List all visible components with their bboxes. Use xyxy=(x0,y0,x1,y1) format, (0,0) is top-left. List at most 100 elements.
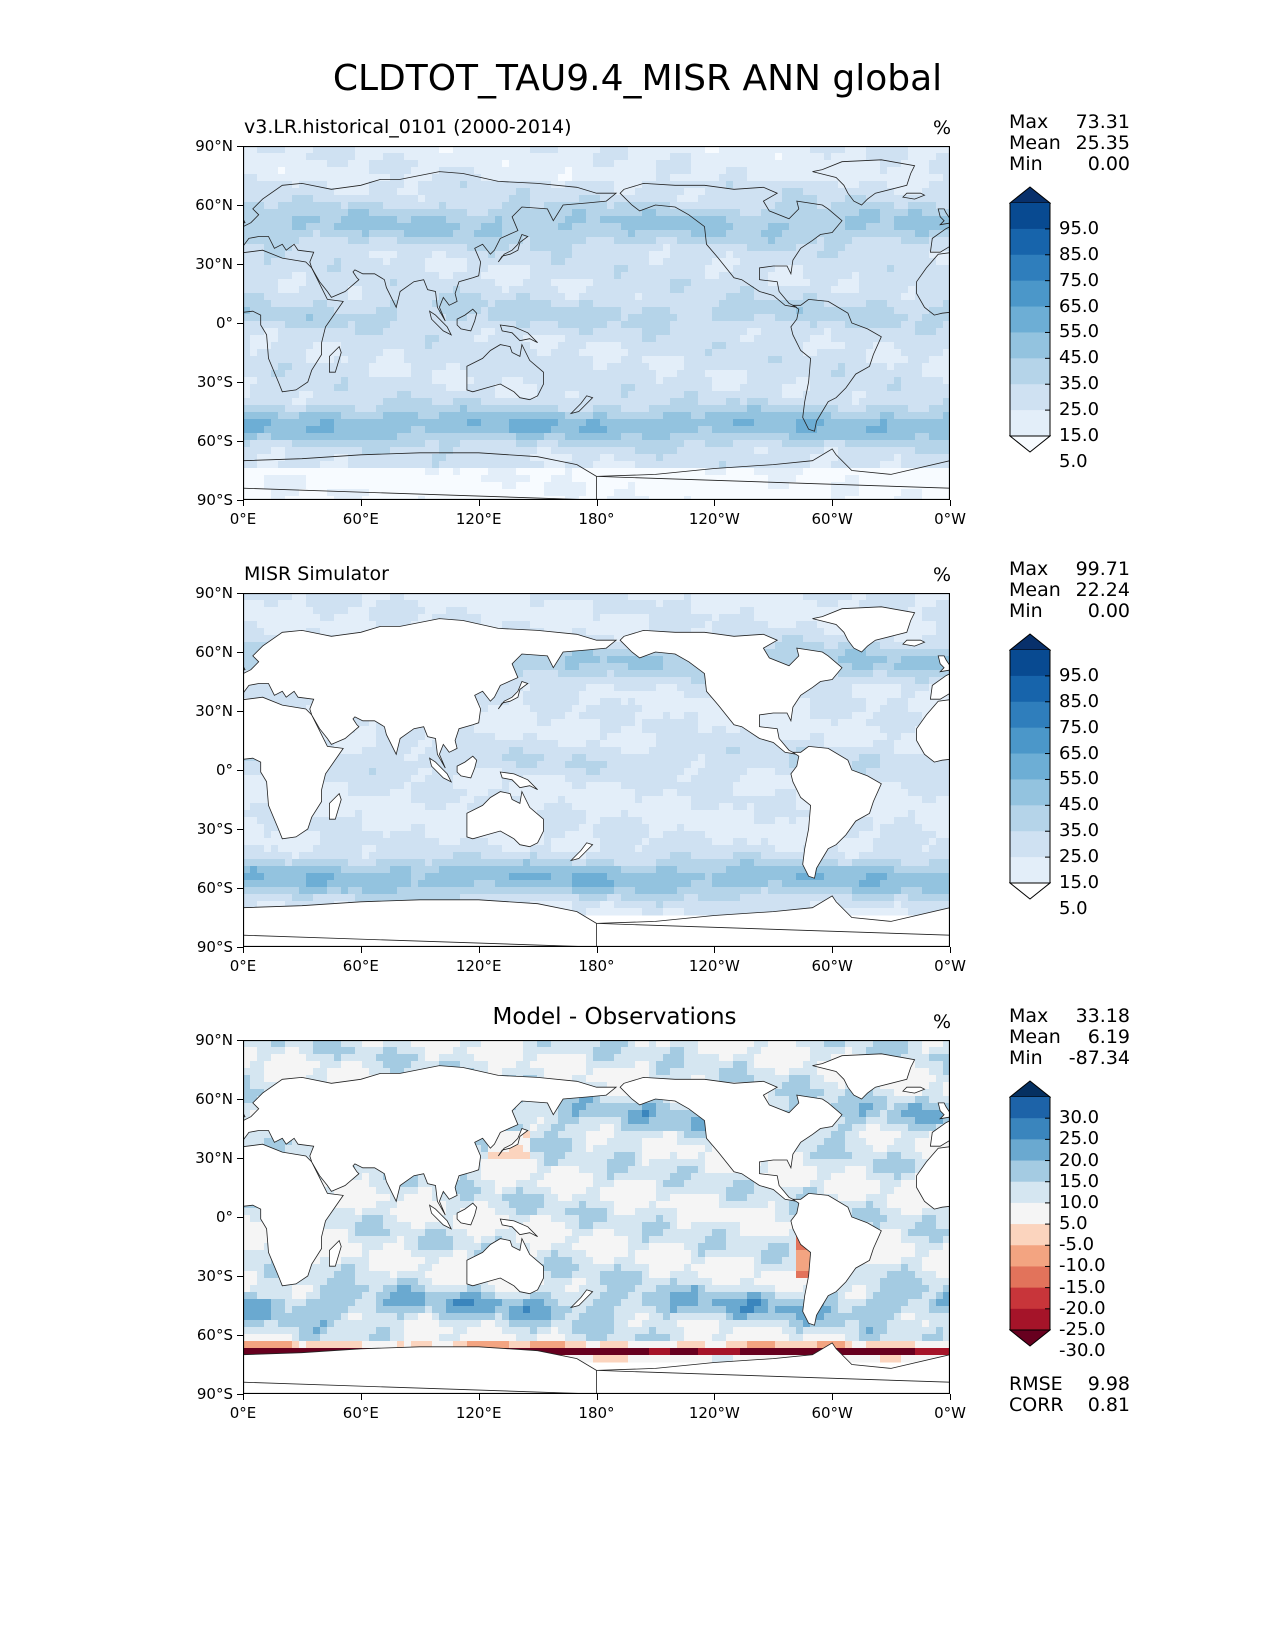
lon-tick-mark xyxy=(360,947,362,953)
lon-tick-mark xyxy=(714,947,716,953)
land-japan xyxy=(497,1128,529,1157)
land-antarctica xyxy=(596,895,950,936)
colorbar-tick-label: 45.0 xyxy=(1059,347,1100,369)
lon-tick-mark xyxy=(714,1394,716,1400)
lat-tick-label: 30°S xyxy=(196,373,233,391)
map-model xyxy=(243,146,950,500)
coastlines xyxy=(243,606,950,947)
land-newguinea xyxy=(499,324,538,344)
lat-tick-mark xyxy=(237,1335,243,1336)
lat-tick-mark xyxy=(237,1276,243,1277)
stat-value-mean: 6.19 xyxy=(1087,1026,1130,1048)
lat-tick-label: 0° xyxy=(215,1208,233,1226)
lat-tick-mark xyxy=(237,1394,243,1395)
colorbar-tick-label: 85.0 xyxy=(1059,690,1100,712)
colorbar-diff: 30.0 25.0 20.0 15.0 10.0 5.0 -5.0 -10.0 -15.0 -20… xyxy=(1009,1080,1139,1365)
lat-tick-mark xyxy=(237,500,243,501)
lon-tick-label: 0°W xyxy=(934,1404,966,1422)
lat-tick-mark xyxy=(237,441,243,442)
land-samerica xyxy=(790,1192,882,1326)
colorbar-model: 95.0 85.0 75.0 65.0 55.0 45.0 35.0 25.0 15.0 5.0 xyxy=(1009,186,1139,472)
lat-tick-label: 30°S xyxy=(196,820,233,838)
land-madagascar xyxy=(329,1239,342,1267)
lon-tick-mark xyxy=(478,500,480,506)
stat-name-max: Max xyxy=(1009,1005,1049,1027)
lon-tick-label: 60°W xyxy=(811,957,853,975)
colorbar-band xyxy=(1010,358,1050,385)
land-madagascar xyxy=(329,792,342,820)
lon-tick-mark xyxy=(714,500,716,506)
colorbar-obs: 95.0 85.0 75.0 65.0 55.0 45.0 35.0 25.0 15.0 5.0 xyxy=(1009,633,1139,919)
lat-tick-mark xyxy=(237,593,243,594)
lon-tick-label: 60°W xyxy=(811,510,853,528)
panel-title: Model - Observations xyxy=(492,1004,737,1030)
metric-value-corr: 0.81 xyxy=(1087,1394,1130,1416)
colorbar-tick-label: 75.0 xyxy=(1059,716,1100,738)
lon-tick-mark xyxy=(243,947,244,953)
colorbar-band xyxy=(1010,1160,1050,1183)
colorbar-tick-label: 5.0 xyxy=(1059,1213,1088,1235)
colorbar-tick-label: 25.0 xyxy=(1059,846,1100,868)
land-uk xyxy=(243,218,246,224)
colorbar-tick-label: 5.0 xyxy=(1059,450,1088,472)
stat-name-mean: Mean xyxy=(1009,579,1061,601)
stat-name-mean: Mean xyxy=(1009,132,1061,154)
map-frame xyxy=(243,1040,950,1394)
panel-title: v3.LR.historical_0101 (2000-2014) xyxy=(244,116,572,138)
colorbar-tick-label: 30.0 xyxy=(1059,1107,1100,1129)
land-newguinea xyxy=(499,1218,538,1238)
lat-tick-label: 30°N xyxy=(195,702,233,720)
lon-tick-mark xyxy=(832,947,834,953)
colorbar-tick-label: 65.0 xyxy=(1059,742,1100,764)
lon-tick-label: 120°W xyxy=(688,510,740,528)
colorbar-band xyxy=(1010,1287,1050,1310)
lon-tick-mark xyxy=(360,500,362,506)
land-uk xyxy=(937,208,950,226)
lat-tick-label: 0° xyxy=(215,761,233,779)
lon-tick-label: 120°E xyxy=(455,510,502,528)
lat-tick-mark xyxy=(237,711,243,712)
colorbar-tick-label: 25.0 xyxy=(1059,399,1100,421)
map-diff xyxy=(243,1040,950,1394)
land-namerica xyxy=(619,1076,843,1202)
unit-label: % xyxy=(933,564,952,586)
colorbar-extend-top xyxy=(1009,1080,1051,1098)
land-eurasia xyxy=(929,673,950,700)
colorbar-tick-label: 35.0 xyxy=(1059,373,1100,395)
lat-tick-label: 90°N xyxy=(195,1031,233,1049)
lat-tick-label: 90°N xyxy=(195,137,233,155)
land-newguinea xyxy=(499,771,538,791)
lon-tick-mark xyxy=(478,1394,480,1400)
land-africa xyxy=(243,1143,344,1287)
lat-tick-label: 60°S xyxy=(196,879,233,897)
colorbar-band xyxy=(1010,410,1050,437)
lon-tick-mark xyxy=(478,947,480,953)
stat-name-min: Min xyxy=(1009,600,1043,622)
colorbar-band xyxy=(1010,675,1050,703)
colorbar-tick-label: 15.0 xyxy=(1059,425,1100,446)
land-sumatra xyxy=(428,757,453,783)
colorbar-extend-bottom xyxy=(1009,882,1051,900)
lon-tick-mark xyxy=(950,947,951,953)
lat-tick-label: 0° xyxy=(215,314,233,332)
land-samerica xyxy=(790,745,882,879)
colorbar-band xyxy=(1010,1266,1050,1289)
map-svg xyxy=(243,593,950,947)
colorbar-tick-label: 15.0 xyxy=(1059,1170,1100,1192)
lat-tick-label: 60°S xyxy=(196,432,233,450)
lon-tick-label: 0°W xyxy=(934,957,966,975)
lon-tick-mark xyxy=(596,500,598,506)
land-japan xyxy=(497,681,529,710)
lon-tick-label: 60°E xyxy=(342,1404,379,1422)
lon-tick-label: 180° xyxy=(578,510,615,528)
unit-label: % xyxy=(933,1011,952,1033)
land-eurasia xyxy=(929,1120,950,1147)
lon-tick-mark xyxy=(950,1394,951,1400)
colorbar-svg xyxy=(1009,633,1051,900)
colorbar-band xyxy=(1010,254,1050,282)
colorbar-band xyxy=(1010,857,1050,884)
lat-tick-label: 30°N xyxy=(195,1149,233,1167)
lon-tick-label: 0°E xyxy=(229,1404,257,1422)
colorbar-band xyxy=(1010,1097,1050,1119)
lat-tick-label: 90°S xyxy=(196,491,233,509)
